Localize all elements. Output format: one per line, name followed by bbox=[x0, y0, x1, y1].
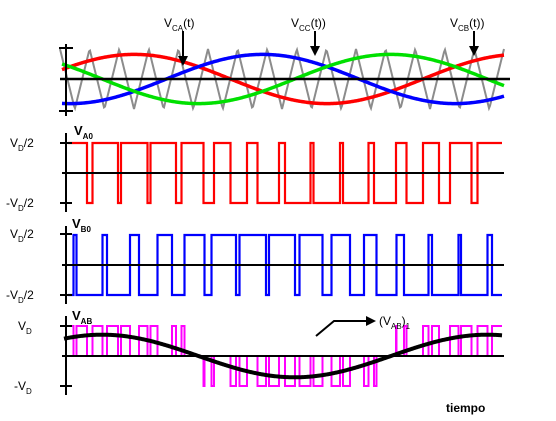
triangular-carrier bbox=[59, 46, 505, 112]
vb0-title: VB0 bbox=[72, 216, 91, 234]
label-vca: VCA(t) bbox=[164, 16, 194, 33]
va0-panel: VA0 VD/2 -VD/2 bbox=[6, 123, 504, 213]
vb0-panel: VB0 VD/2 -VD/2 bbox=[6, 216, 504, 305]
arrow-vca bbox=[178, 31, 188, 66]
x-axis-label: tiempo bbox=[446, 401, 485, 415]
label-vcc: VCC(t)) bbox=[291, 16, 326, 33]
vab-panel: VAB VD -VD (VAB)1 tiempo bbox=[14, 308, 504, 415]
vb0-y-low-label: -VD/2 bbox=[6, 288, 34, 305]
va0-title: VA0 bbox=[74, 123, 93, 141]
label-vcb: VCB(t)) bbox=[450, 16, 484, 33]
vab-fundamental bbox=[63, 332, 503, 380]
reference-va bbox=[61, 52, 505, 106]
fundamental-arrow bbox=[315, 316, 376, 337]
reference-vc bbox=[61, 52, 505, 106]
vab-y-low-label: -VD bbox=[14, 379, 32, 396]
vab-title: VAB bbox=[72, 308, 92, 326]
va0-y-low-label: -VD/2 bbox=[6, 196, 34, 213]
vb0-y-high-label: VD/2 bbox=[10, 227, 34, 244]
fundamental-label: (VAB)1 bbox=[379, 314, 411, 331]
arrow-vcb bbox=[469, 31, 479, 56]
vab-y-high-label: VD bbox=[18, 319, 32, 336]
arrow-vcc bbox=[310, 31, 320, 56]
carrier-reference-panel: VCA(t) VCC(t)) VCB(t)) bbox=[59, 16, 510, 116]
va0-y-high-label: VD/2 bbox=[10, 136, 34, 153]
vb0-waveform bbox=[68, 233, 502, 297]
